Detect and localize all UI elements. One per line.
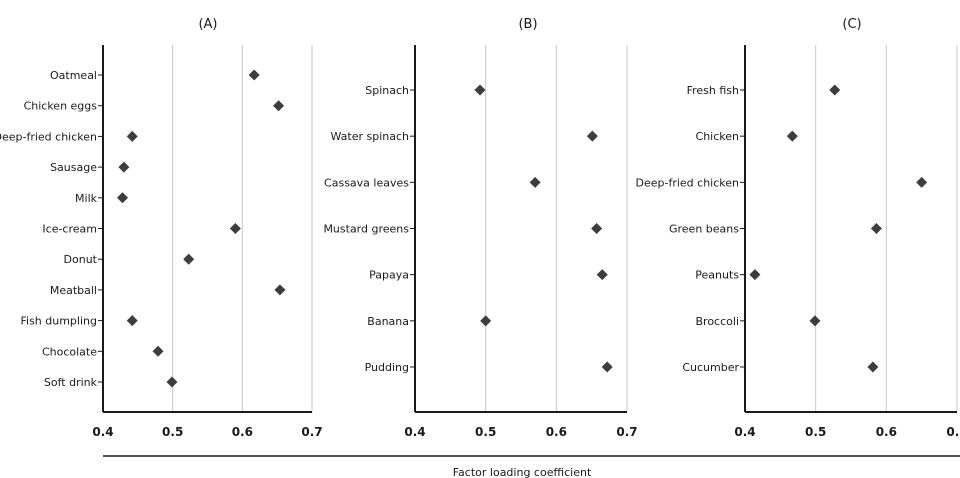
data-point-marker: [117, 192, 129, 204]
x-tick-label: 0.5: [475, 425, 496, 439]
data-point-marker: [126, 315, 138, 327]
data-point-marker: [248, 69, 260, 81]
category-label: Papaya: [369, 269, 409, 282]
category-label: Broccoli: [696, 315, 740, 328]
data-point-marker: [273, 100, 285, 112]
data-point-marker: [474, 84, 486, 96]
panel-title: (C): [842, 17, 861, 32]
data-point-marker: [829, 84, 841, 96]
data-point-marker: [749, 269, 761, 281]
category-label: Chicken: [696, 130, 740, 143]
category-label: Sausage: [50, 161, 97, 174]
category-label: Banana: [367, 315, 409, 328]
data-point-marker: [529, 176, 541, 188]
chart-panel-2: (B) 0.4 0.5 0.6 0.7 Spinach Water spinach Cassa…: [323, 17, 637, 439]
data-point-marker: [118, 161, 130, 173]
x-tick-label: 0.4: [404, 425, 425, 439]
data-point-marker: [480, 315, 492, 327]
x-tick-label: 0.7: [946, 425, 960, 439]
x-tick-label: 0.5: [162, 425, 183, 439]
chart-panel-3: (C) 0.4 0.5 0.6 0.7 Fresh fish Chicken Deep-fri…: [636, 17, 960, 439]
data-point-marker: [126, 130, 138, 142]
data-point-marker: [183, 253, 195, 265]
data-point-marker: [596, 269, 608, 281]
data-point-marker: [916, 176, 928, 188]
chart-panel-1: (A) 0.4 0.5 0.6 0.7 Oatmeal Chicken eggs Deep-f…: [0, 17, 323, 439]
x-tick-label: 0.6: [546, 425, 567, 439]
x-tick-label: 0.6: [232, 425, 253, 439]
category-label: Pudding: [365, 361, 409, 374]
category-label: Peanuts: [695, 269, 739, 282]
category-label: Spinach: [365, 84, 409, 97]
category-label: Deep-fried chicken: [636, 176, 740, 189]
category-label: Milk: [75, 192, 98, 205]
data-point-marker: [867, 361, 879, 373]
category-label: Fresh fish: [687, 84, 739, 97]
x-tick-label: 0.6: [876, 425, 897, 439]
category-label: Ice-cream: [42, 223, 97, 236]
category-label: Chicken eggs: [24, 100, 98, 113]
data-point-marker: [601, 361, 613, 373]
x-axis-label: Factor loading coefficient: [453, 466, 592, 478]
category-label: Donut: [64, 253, 98, 266]
category-label: Fish dumpling: [20, 315, 97, 328]
x-tick-label: 0.4: [92, 425, 113, 439]
data-point-marker: [870, 223, 882, 234]
category-label: Chocolate: [42, 345, 97, 358]
category-label: Green beans: [669, 223, 739, 236]
category-label: Deep-fried chicken: [0, 130, 97, 143]
category-label: Oatmeal: [50, 69, 97, 82]
x-tick-label: 0.7: [301, 425, 322, 439]
data-point-marker: [152, 345, 164, 357]
x-tick-label: 0.7: [616, 425, 637, 439]
data-point-marker: [229, 223, 241, 234]
category-label: Water spinach: [330, 130, 409, 143]
data-point-marker: [786, 130, 798, 142]
category-label: Cassava leaves: [324, 176, 409, 189]
panel-title: (B): [518, 17, 537, 32]
data-point-marker: [586, 130, 598, 142]
x-tick-label: 0.4: [734, 425, 755, 439]
data-point-marker: [591, 223, 603, 234]
category-label: Cucumber: [682, 361, 739, 374]
data-point-marker: [274, 284, 286, 296]
category-label: Mustard greens: [323, 223, 409, 236]
data-point-marker: [809, 315, 821, 327]
category-label: Meatball: [50, 284, 97, 297]
x-tick-label: 0.5: [805, 425, 826, 439]
category-label: Soft drink: [44, 376, 98, 389]
data-point-marker: [166, 376, 178, 388]
panel-title: (A): [198, 17, 217, 32]
